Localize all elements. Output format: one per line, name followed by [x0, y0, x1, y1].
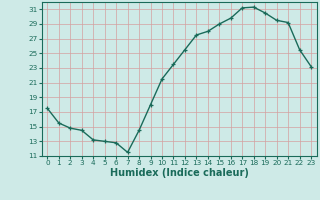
X-axis label: Humidex (Indice chaleur): Humidex (Indice chaleur)	[110, 168, 249, 178]
